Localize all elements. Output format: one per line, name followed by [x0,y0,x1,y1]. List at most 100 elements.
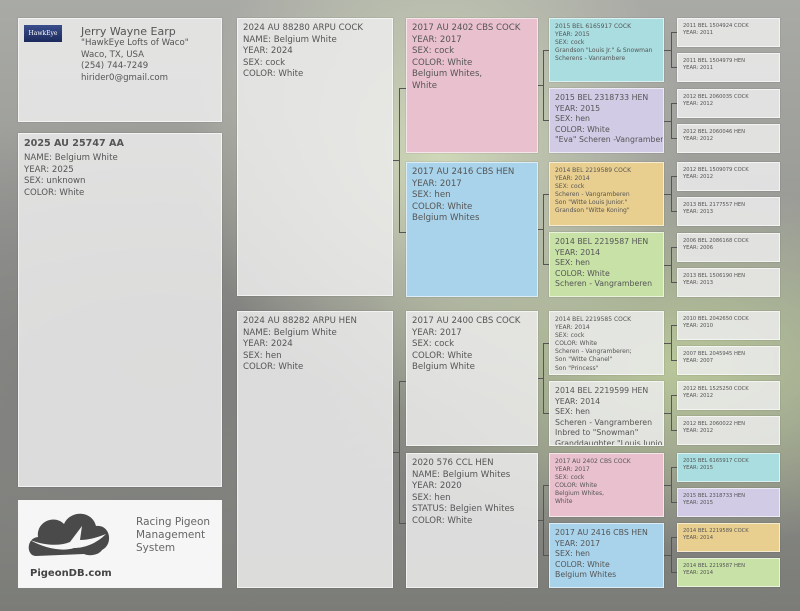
band-number: 2024 AU 88280 ARPU COCK [243,23,364,33]
connector-line [671,430,677,431]
pigeon-detail: COLOR: White [412,57,473,68]
grandparent-card[interactable]: 2017 AU 2416 CBS HEN YEAR: 2017 SEX: hen CO… [406,162,538,297]
band-number: 2017 AU 2416 CBS HEN [412,167,515,177]
pigeon-detail: SEX: cock [555,183,585,191]
pigeon-detail: YEAR: 2012 [683,174,714,181]
pigeon-detail: SEX: cock [555,474,585,482]
connector-line [671,247,677,248]
pigeon-detail: SEX: cock [412,339,455,350]
connector-line [543,194,549,195]
great-great-grandparent-card[interactable]: 2006 BEL 2086168 COCK YEAR: 2006 [677,233,780,262]
pigeon-detail: SEX: hen [412,492,451,503]
great-grandparent-card[interactable]: 2014 BEL 2219587 HEN YEAR: 2014 SEX: hen CO… [549,232,664,297]
connector-line [543,485,549,486]
pigeon-detail: "Eva" Scheren -Vangramberen [555,135,664,145]
connector-line [399,88,406,89]
pigeon-detail: YEAR: 2014 [683,570,714,577]
great-grandparent-card[interactable]: 2015 BEL 6165917 COCK YEAR: 2015 SEX: cock… [549,18,664,82]
great-great-grandparent-card[interactable]: 2011 BEL 1504924 COCK YEAR: 2011 [677,18,780,47]
grandparent-card[interactable]: 2017 AU 2400 CBS COCK YEAR: 2017 SEX: cock… [406,311,538,446]
pigeon-detail: SEX: hen [555,549,591,559]
great-great-grandparent-card[interactable]: 2012 BEL 2060035 COCK YEAR: 2012 [677,89,780,118]
pigeon-detail: Scheren - Vangramberen [555,417,653,427]
connector-line [664,193,671,195]
connector-line [538,378,543,379]
pigeon-detail: SEX: hen [555,114,591,124]
great-grandparent-card[interactable]: 2017 AU 2416 CBS HEN YEAR: 2017 SEX: hen CO… [549,523,664,588]
loft-name: "HawkEye Lofts of Waco" [81,38,189,48]
band-number: 2017 AU 2416 CBS HEN [555,528,648,537]
pigeon-detail: Belgium Whites, [412,69,483,80]
pigeon-detail: COLOR: White [24,187,85,198]
band-number: 2007 BEL 2045945 HEN [683,351,746,357]
great-grandparent-card[interactable]: 2014 BEL 2219599 HEN YEAR: 2014 SEX: hen Sc… [549,381,664,446]
pigeon-detail: YEAR: 2014 [683,535,714,542]
owner-phone: (254) 744-7249 [81,61,149,72]
connector-line [671,211,677,212]
pigeon-detail: YEAR: 2015 [683,465,714,472]
great-great-grandparent-card[interactable]: 2014 BEL 2219587 HEN YEAR: 2014 [677,558,780,587]
great-great-grandparent-card[interactable]: 2012 BEL 2060022 HEN YEAR: 2012 [677,416,780,445]
connector-line [671,176,677,177]
great-great-grandparent-card[interactable]: 2015 BEL 2318733 HEN YEAR: 2015 [677,488,780,517]
band-number: 2012 BEL 2060022 HEN [683,421,746,427]
connector-line [671,176,672,211]
pigeon-detail: Belgium Whites [412,213,480,224]
pigeon-detail: COLOR: White [412,350,473,361]
pigeon-detail: SEX: hen [412,190,451,201]
great-great-grandparent-card[interactable]: 2012 BEL 2060046 HEN YEAR: 2012 [677,124,780,153]
connector-line [543,555,549,556]
pigeon-detail: Son "Princess" [555,364,599,372]
great-great-grandparent-card[interactable]: 2012 BEL 1525250 COCK YEAR: 2012 [677,381,780,410]
owner-email[interactable]: hirider0@gmail.com [81,72,169,83]
pigeon-detail: Grandson "Witte Koning" [555,207,630,215]
great-grandparent-card[interactable]: 2014 BEL 2219589 COCK YEAR: 2014 SEX: cock… [549,162,664,226]
pigeon-detail: COLOR: White [243,362,304,373]
sire-card[interactable]: 2024 AU 88280 ARPU COCK NAME: Belgium Whi… [237,18,393,296]
pigeon-detail: Inbred to "Snowman" [555,428,639,438]
pigeon-detail: Belgium White [412,362,475,373]
subject-pigeon-card[interactable]: 2025 AU 25747 AA NAME: Belgium White YEAR:… [18,133,222,487]
pigeon-detail: YEAR: 2017 [555,538,601,548]
pigeon-detail: Son "Witte Chanel" [555,356,613,364]
owner-name: Jerry Wayne Earp [81,25,176,38]
pigeon-detail: NAME: Belgium White [24,152,118,163]
great-great-grandparent-card[interactable]: 2014 BEL 2219589 COCK YEAR: 2014 [677,523,780,552]
band-number: 2013 BEL 2177557 HEN [683,202,746,208]
dam-card[interactable]: 2024 AU 88282 ARPU HEN NAME: Belgium Whit… [237,311,393,588]
great-great-grandparent-card[interactable]: 2011 BEL 1504979 HEN YEAR: 2011 [677,53,780,82]
great-grandparent-card[interactable]: 2014 BEL 2219585 COCK YEAR: 2014 SEX: cock… [549,311,664,375]
connector-line [543,50,549,51]
pigeon-detail: SEX: hen [555,258,591,268]
pigeon-detail: YEAR: 2011 [683,65,714,72]
great-grandparent-card[interactable]: 2015 BEL 2318733 HEN YEAR: 2015 SEX: hen CO… [549,88,664,153]
great-great-grandparent-card[interactable]: 2015 BEL 6165917 COCK YEAR: 2015 [677,453,780,482]
pigeon-detail: White [412,80,437,91]
pigeon-detail: SEX: cock [555,39,585,47]
pigeon-detail: Belgium Whites, [555,490,604,498]
grandparent-card[interactable]: 2020 576 CCL HEN NAME: Belgium Whites YEAR… [406,453,538,588]
pigeon-detail: Son "Witte Louis Junior." [555,199,628,207]
connector-line [671,395,672,430]
pigeon-detail: SEX: hen [555,407,591,417]
connector-line [671,572,677,573]
great-great-grandparent-card[interactable]: 2013 BEL 2177557 HEN YEAR: 2013 [677,197,780,226]
grandparent-card[interactable]: 2017 AU 2402 CBS COCK YEAR: 2017 SEX: cock… [406,18,538,153]
connector-line [664,412,671,414]
great-grandparent-card[interactable]: 2017 AU 2402 CBS COCK YEAR: 2017 SEX: cock… [549,453,664,517]
band-number: 2024 AU 88282 ARPU HEN [243,316,357,326]
great-great-grandparent-card[interactable]: 2010 BEL 2042650 COCK YEAR: 2010 [677,311,780,340]
great-great-grandparent-card[interactable]: 2013 BEL 1506190 HEN YEAR: 2013 [677,268,780,297]
pigeon-detail: YEAR: 2017 [555,466,590,474]
band-number: 2015 BEL 6165917 COCK [555,23,631,30]
band-number: 2010 BEL 2042650 COCK [683,316,749,322]
pigeon-detail: YEAR: 2015 [555,103,601,113]
great-great-grandparent-card[interactable]: 2007 BEL 2045945 HEN YEAR: 2007 [677,346,780,375]
band-number: 2014 BEL 2219589 COCK [555,167,631,174]
connector-line [671,103,677,104]
pigeon-detail: NAME: Belgium Whites [412,469,511,480]
tagline-line: Management [136,529,206,542]
connector-line [664,120,671,122]
band-number: 2014 BEL 2219599 HEN [555,386,649,395]
great-great-grandparent-card[interactable]: 2012 BEL 1509079 COCK YEAR: 2012 [677,162,780,191]
